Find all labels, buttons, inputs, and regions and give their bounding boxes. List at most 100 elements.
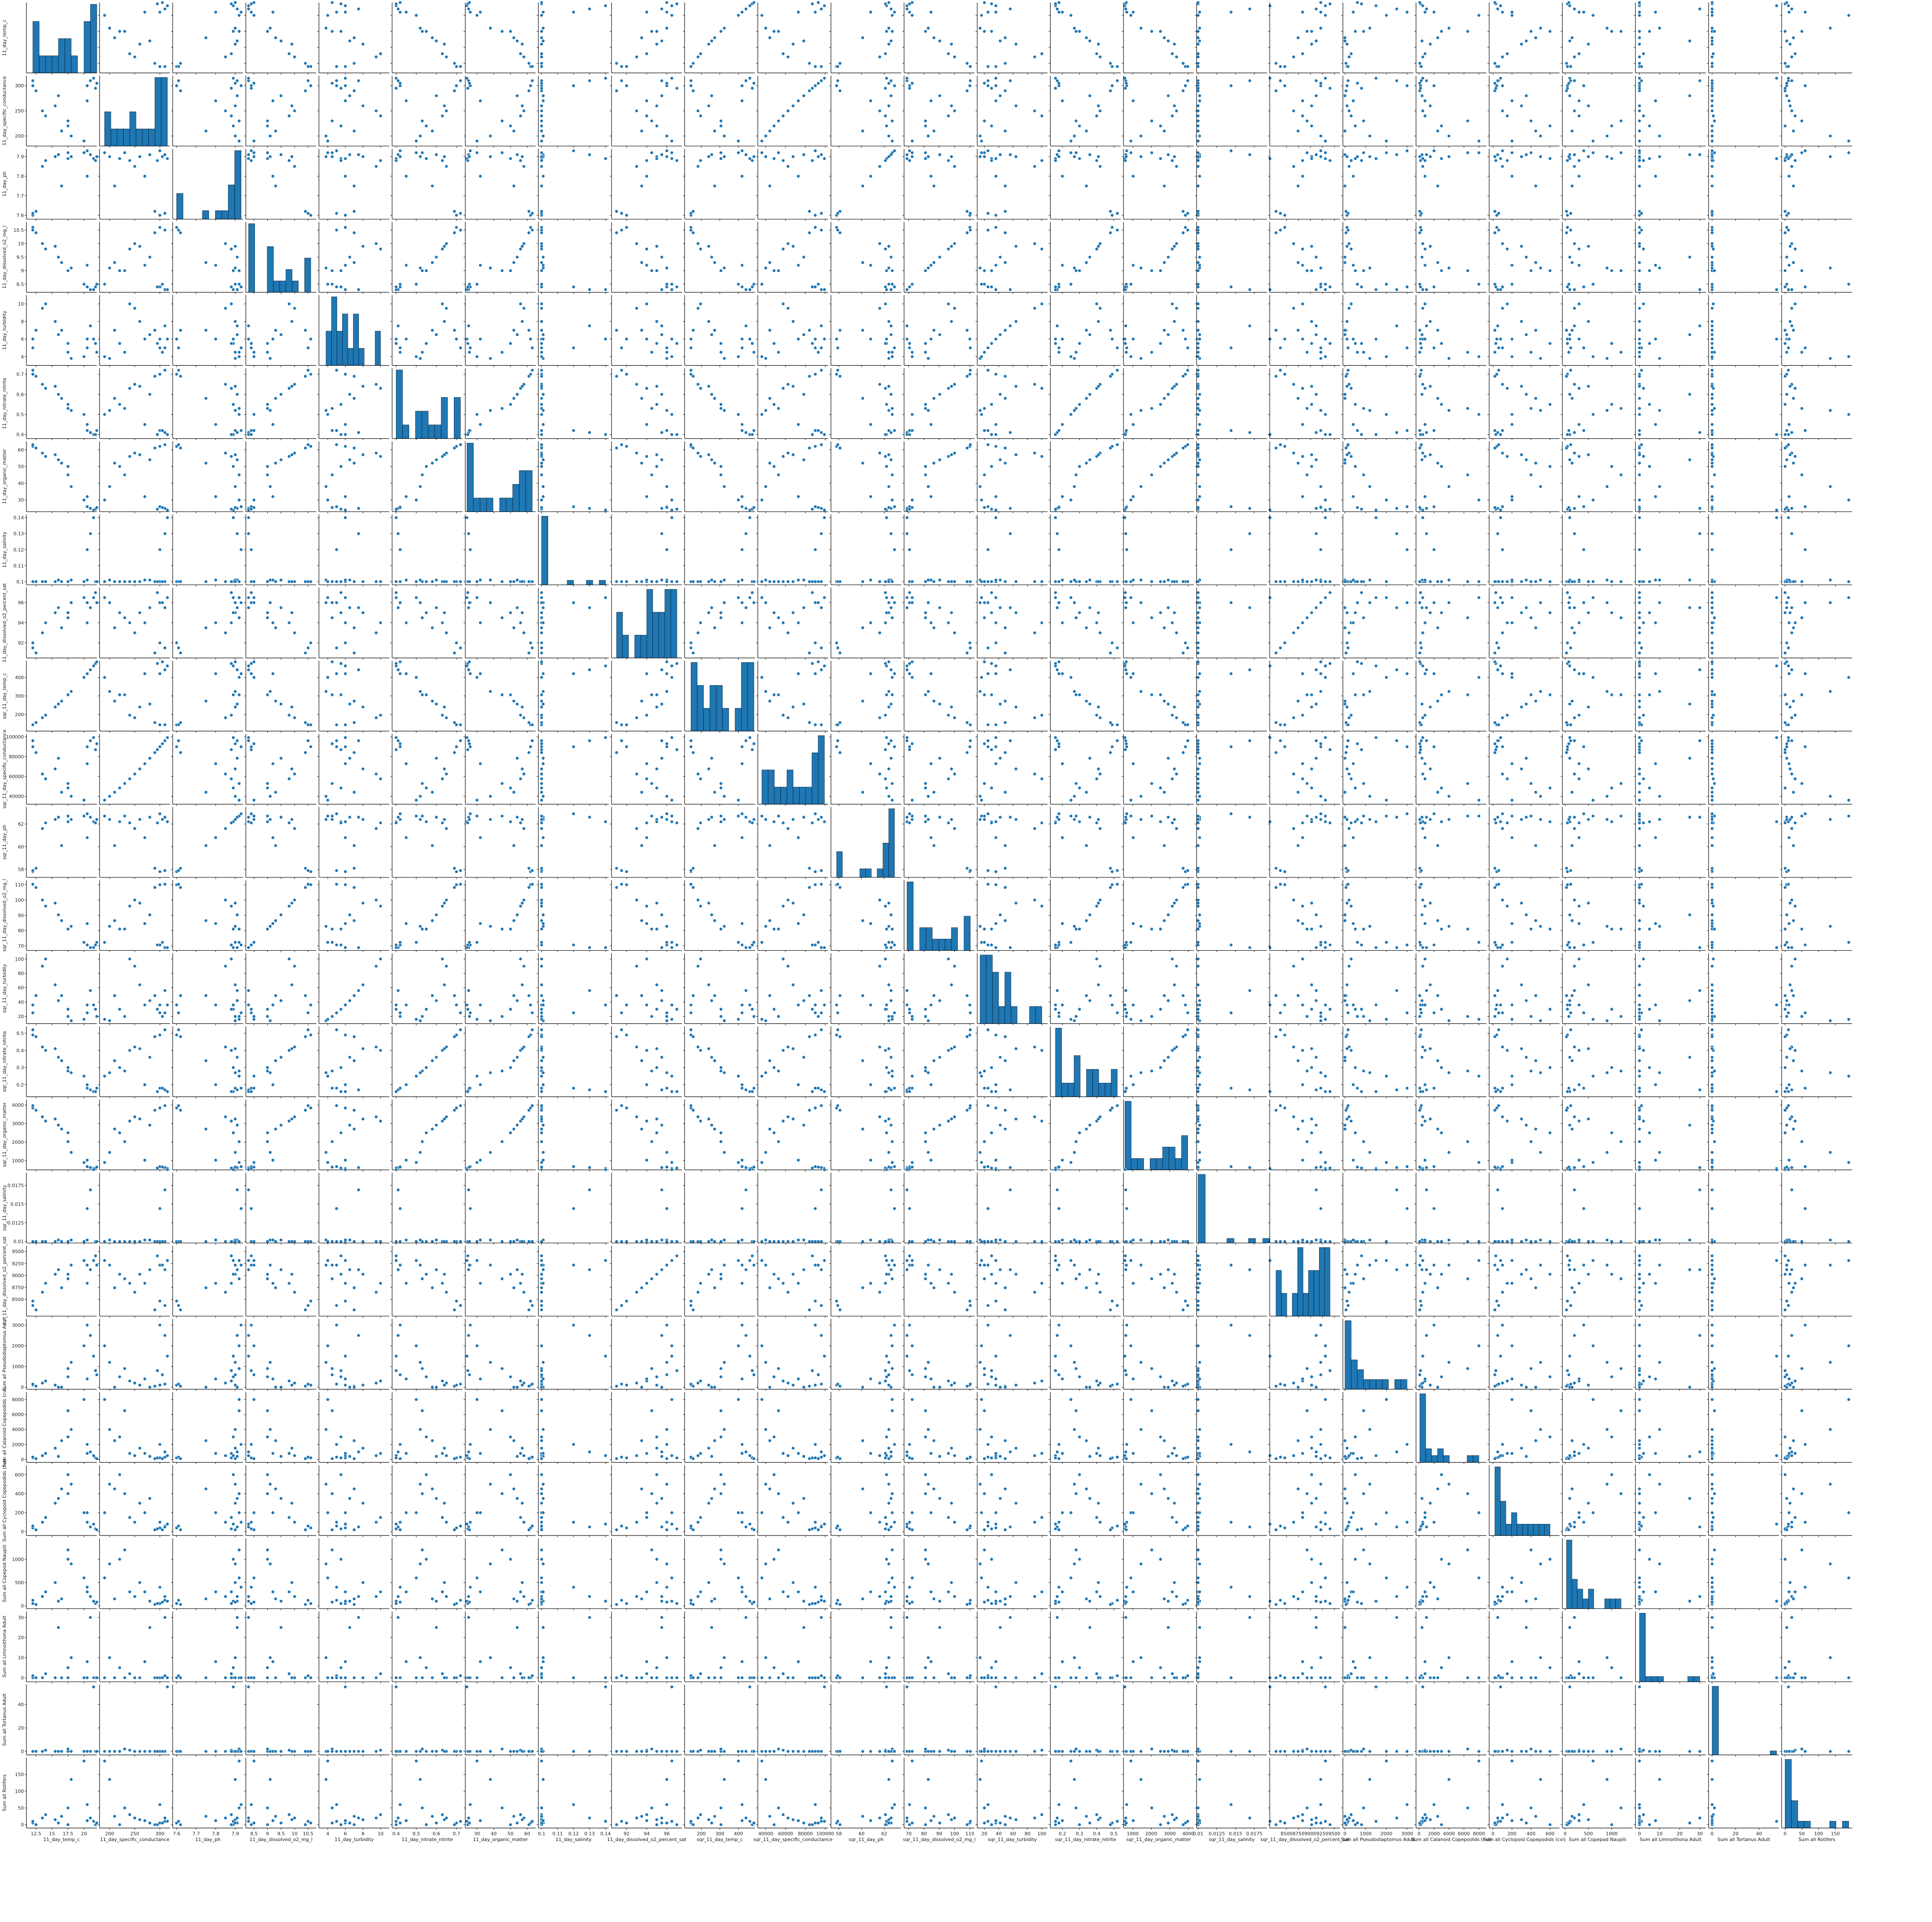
scatter-point bbox=[1783, 29, 1787, 33]
scatter-point bbox=[986, 79, 990, 83]
scatter-point bbox=[475, 13, 479, 17]
scatter-point bbox=[107, 266, 112, 270]
scatter-point bbox=[1567, 155, 1571, 159]
scatter-point bbox=[889, 288, 893, 291]
scatter-point bbox=[1421, 242, 1425, 245]
scatter-point bbox=[986, 429, 990, 433]
scatter-point bbox=[287, 114, 291, 118]
scatter-point bbox=[1057, 282, 1061, 286]
scatter-point bbox=[1787, 10, 1791, 14]
scatter-point bbox=[1439, 29, 1444, 33]
scatter-point bbox=[290, 320, 294, 323]
scatter-point bbox=[1040, 159, 1044, 162]
scatter-point bbox=[1040, 454, 1044, 459]
scatter-point bbox=[229, 454, 233, 459]
scatter-point bbox=[339, 29, 343, 33]
scatter-point bbox=[1548, 156, 1552, 161]
panel-11_day_specific_conductance-vs-sqr_11_day_dissolved_o2_mg_l bbox=[902, 75, 975, 148]
hist-bar bbox=[142, 129, 149, 146]
scatter-point bbox=[1181, 231, 1185, 235]
scatter-point bbox=[1519, 384, 1524, 388]
scatter-point bbox=[838, 446, 842, 450]
scatter-point bbox=[528, 84, 533, 88]
scatter-point bbox=[998, 255, 1002, 259]
panel-11_day_organic_matter-vs-Sum all Limnoithona Adult bbox=[1634, 441, 1706, 514]
scatter-point bbox=[750, 159, 754, 162]
scatter-point bbox=[924, 473, 927, 477]
scatter-point bbox=[890, 498, 894, 502]
scatter-point bbox=[1499, 508, 1502, 512]
scatter-point bbox=[1582, 10, 1586, 14]
scatter-point bbox=[802, 392, 806, 396]
scatter-point bbox=[1605, 134, 1609, 138]
scatter-point bbox=[394, 285, 398, 289]
scatter-point bbox=[1493, 209, 1497, 214]
scatter-point bbox=[1139, 356, 1143, 361]
scatter-point bbox=[650, 119, 654, 123]
scatter-point bbox=[249, 507, 253, 511]
scatter-point bbox=[1362, 119, 1366, 123]
scatter-point bbox=[335, 443, 338, 447]
scatter-point bbox=[807, 231, 811, 235]
scatter-point bbox=[1658, 134, 1662, 138]
scatter-point bbox=[1419, 228, 1423, 232]
scatter-point bbox=[1301, 454, 1305, 459]
scatter-point bbox=[1800, 407, 1804, 410]
panel-11_day_organic_matter-vs-11_day_organic_matter bbox=[465, 441, 536, 514]
scatter-point bbox=[204, 396, 208, 400]
scatter-point bbox=[287, 302, 291, 306]
scatter-point bbox=[1524, 153, 1528, 157]
scatter-point bbox=[699, 114, 702, 118]
scatter-point bbox=[861, 129, 865, 133]
scatter-point bbox=[1196, 155, 1200, 159]
scatter-point bbox=[229, 114, 233, 118]
scatter-point bbox=[965, 231, 969, 235]
scatter-point bbox=[1793, 454, 1797, 459]
scatter-point bbox=[214, 495, 218, 499]
scatter-point bbox=[1501, 285, 1505, 289]
panel-11_day_ph-vs-Sum all Rotifers bbox=[1780, 149, 1852, 221]
scatter-point bbox=[660, 153, 664, 157]
scatter-point bbox=[1347, 164, 1351, 168]
scatter-point bbox=[214, 263, 218, 267]
scatter-point bbox=[1658, 485, 1662, 488]
scatter-point bbox=[994, 444, 998, 448]
panel-11_day_specific_conductance-vs-Sum all Copepod Nauplii bbox=[1560, 75, 1633, 148]
scatter-point bbox=[1641, 302, 1646, 306]
scatter-point bbox=[624, 372, 629, 376]
scatter-point bbox=[744, 324, 748, 328]
scatter-point bbox=[819, 211, 823, 215]
scatter-point bbox=[640, 396, 644, 400]
scatter-point bbox=[998, 39, 1002, 43]
scatter-point bbox=[670, 433, 674, 436]
scatter-point bbox=[475, 139, 479, 143]
scatter-point bbox=[823, 288, 826, 291]
scatter-point bbox=[66, 119, 70, 123]
scatter-point bbox=[1565, 374, 1568, 378]
scatter-point bbox=[1497, 368, 1501, 372]
panel-11_day_ph-vs-sqr_11_day_organic_matter bbox=[1122, 149, 1194, 221]
scatter-point bbox=[445, 242, 448, 245]
scatter-point bbox=[1783, 446, 1787, 450]
scatter-point bbox=[1158, 124, 1163, 128]
panel-11_day_specific_conductance-vs-11_day_ph bbox=[171, 75, 243, 148]
scatter-point bbox=[540, 184, 543, 188]
scatter-point bbox=[994, 174, 998, 178]
scatter-point bbox=[1477, 151, 1481, 155]
scatter-point bbox=[459, 346, 462, 350]
scatter-point bbox=[1248, 288, 1252, 291]
scatter-point bbox=[519, 114, 523, 118]
scatter-point bbox=[1828, 356, 1832, 361]
scatter-point bbox=[249, 433, 253, 436]
panel-11_day_nitrate_nitrite-vs-Sum all Pseudodiaptomus Adult bbox=[1341, 368, 1413, 441]
scatter-point bbox=[138, 384, 142, 388]
scatter-point bbox=[69, 485, 73, 488]
scatter-point bbox=[527, 374, 531, 378]
scatter-point bbox=[303, 374, 307, 378]
scatter-point bbox=[1405, 429, 1409, 433]
scatter-point bbox=[1499, 433, 1502, 436]
scatter-point bbox=[604, 288, 607, 291]
scatter-point bbox=[1033, 451, 1037, 455]
panel-11_day_specific_conductance-vs-Sum all Cyclopoid Copepodids (cvi) bbox=[1487, 75, 1560, 148]
scatter-point bbox=[1698, 288, 1702, 291]
